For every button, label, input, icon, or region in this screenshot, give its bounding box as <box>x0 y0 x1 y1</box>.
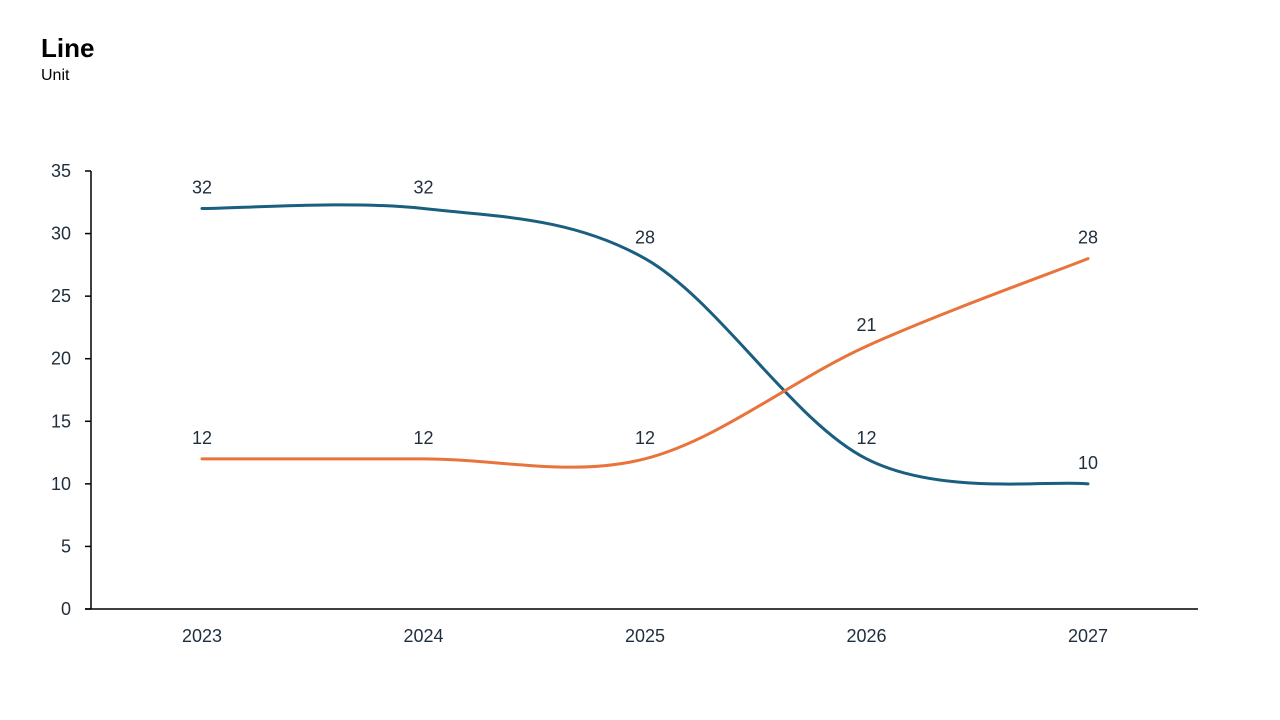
data-label: 32 <box>413 178 433 198</box>
series-line-2 <box>200 257 1090 469</box>
chart-title: Line <box>41 33 95 63</box>
y-tick-label: 0 <box>61 599 71 619</box>
data-label: 12 <box>856 428 876 448</box>
data-label: 10 <box>1078 453 1098 473</box>
x-tick-label: 2025 <box>625 626 665 646</box>
x-tick-label: 2027 <box>1068 626 1108 646</box>
data-label: 12 <box>413 428 433 448</box>
data-label: 28 <box>635 228 655 248</box>
x-tick-label: 2026 <box>846 626 886 646</box>
chart-series <box>200 203 1090 486</box>
x-tick-label: 2023 <box>182 626 222 646</box>
series-line-1 <box>200 203 1090 486</box>
chart-data-labels: 32 32 28 12 10 12 12 12 21 28 <box>192 178 1098 473</box>
data-label: 12 <box>635 428 655 448</box>
y-tick-label: 35 <box>51 161 71 181</box>
data-label: 32 <box>192 178 212 198</box>
y-tick-label: 15 <box>51 411 71 431</box>
y-tick-label: 20 <box>51 349 71 369</box>
chart-subtitle: Unit <box>41 67 70 84</box>
data-label: 28 <box>1078 228 1098 248</box>
y-tick-label: 25 <box>51 286 71 306</box>
y-tick-label: 10 <box>51 474 71 494</box>
x-tick-label: 2024 <box>403 626 443 646</box>
y-tick-label: 5 <box>61 536 71 556</box>
chart-header: Line Unit <box>41 32 94 86</box>
y-tick-label: 30 <box>51 224 71 244</box>
data-label: 12 <box>192 428 212 448</box>
data-label: 21 <box>856 315 876 335</box>
